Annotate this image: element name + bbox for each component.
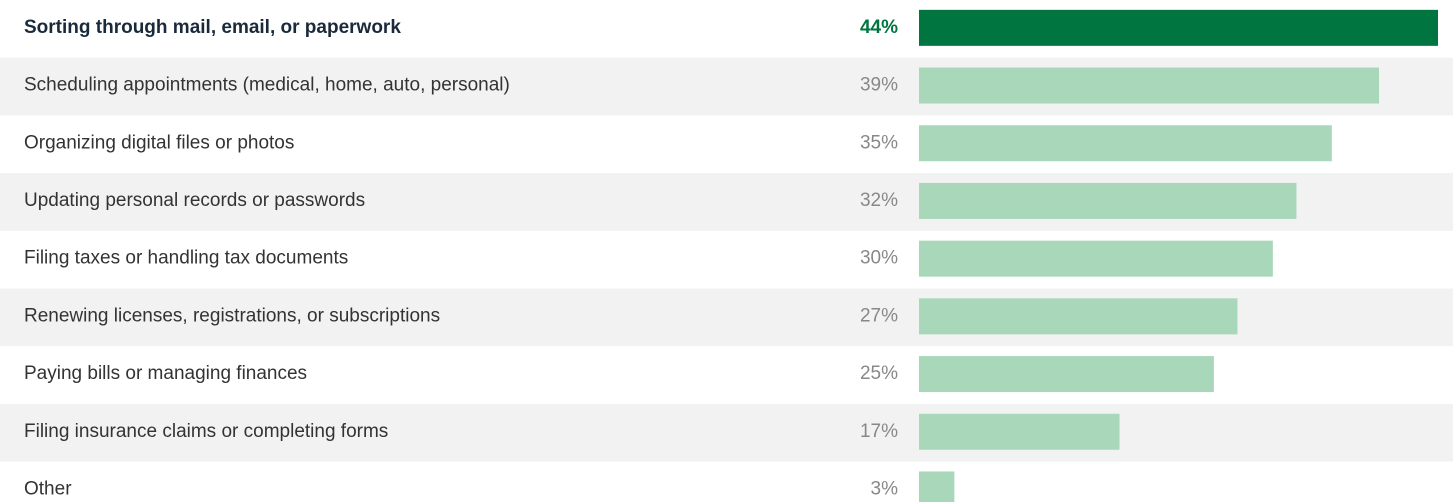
category-label: Sorting through mail, email, or paperwor… [24,17,401,38]
value-label: 25% [860,363,898,384]
category-label: Renewing licenses, registrations, or sub… [24,305,440,326]
value-label: 30% [860,248,898,269]
bar [919,9,1438,46]
value-label: 35% [860,132,898,153]
category-label: Scheduling appointments (medical, home, … [24,75,510,96]
category-label: Organizing digital files or photos [24,132,294,153]
bar [919,413,1120,450]
value-label: 44% [860,17,898,38]
value-label: 32% [860,190,898,211]
bar [919,182,1297,219]
category-label: Paying bills or managing finances [24,363,307,384]
bar [919,471,955,502]
category-label: Filing insurance claims or completing fo… [24,421,388,442]
category-label: Filing taxes or handling tax documents [24,248,348,269]
bar [919,298,1238,335]
value-label: 17% [860,421,898,442]
category-label: Other [24,478,72,499]
value-label: 39% [860,75,898,96]
category-label: Updating personal records or passwords [24,190,365,211]
bar [919,356,1214,393]
row-background [0,403,1453,462]
bar [919,240,1273,277]
value-label: 3% [871,478,899,499]
bar [919,125,1332,162]
value-label: 27% [860,305,898,326]
bar [919,67,1380,104]
